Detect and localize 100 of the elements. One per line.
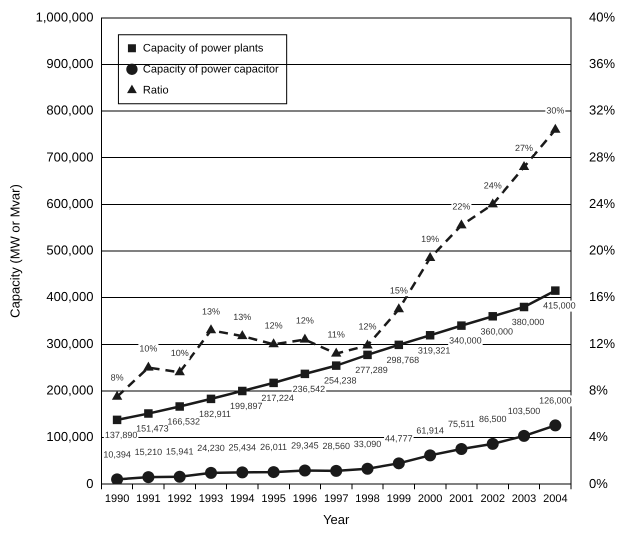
data-label: 340,000: [449, 336, 482, 346]
data-label: 15,210: [134, 447, 162, 458]
point: [111, 473, 124, 484]
point: [237, 330, 248, 340]
x-tick-label: 1993: [198, 492, 224, 505]
x-tick-label: 1998: [355, 492, 380, 505]
data-label: 217,224: [261, 392, 294, 403]
point: [518, 161, 530, 170]
point: [424, 449, 436, 462]
data-label: 236,542: [292, 384, 326, 394]
data-label: 380,000: [512, 316, 544, 327]
point: [457, 321, 466, 330]
point: [175, 402, 184, 411]
x-tick-label: 1992: [167, 492, 192, 505]
data-label: 24%: [484, 180, 502, 190]
data-label: 182,911: [199, 408, 231, 419]
data-label: 199,897: [230, 400, 263, 411]
point: [551, 286, 560, 295]
point: [331, 348, 342, 357]
point: [424, 252, 436, 261]
x-tick-label: 1997: [324, 492, 348, 505]
point: [394, 303, 404, 312]
data-label: 33,090: [354, 438, 382, 449]
point: [174, 470, 186, 483]
x-tick-label: 1994: [230, 492, 255, 505]
point: [206, 394, 216, 404]
x-tick-label: 2000: [418, 492, 442, 505]
data-label: 12%: [264, 320, 283, 330]
x-tick-label: 1999: [386, 492, 412, 505]
x-tick-label: 1995: [261, 492, 286, 505]
point: [520, 302, 528, 312]
data-label: 360,000: [480, 326, 513, 336]
y-tick-label: 400,000: [46, 289, 94, 304]
data-label: 8%: [110, 372, 124, 383]
data-label: 22%: [452, 201, 470, 212]
y2-tick-label: 24%: [588, 196, 616, 211]
y-tick-label: 0: [86, 476, 94, 491]
y-tick-label: 300,000: [46, 336, 94, 351]
point: [330, 464, 342, 477]
y-tick-label: 800,000: [46, 102, 94, 118]
data-label: 254,238: [324, 376, 356, 386]
data-label: 415,000: [543, 300, 576, 311]
legend-label: Capacity of power plants: [142, 42, 264, 54]
y-tick-label: 700,000: [46, 149, 94, 164]
data-label: 25,434: [228, 442, 256, 452]
data-label: 10%: [170, 348, 189, 358]
x-tick-label: 1990: [104, 492, 130, 505]
point: [456, 219, 467, 228]
point: [549, 419, 562, 432]
point: [206, 324, 216, 334]
point: [268, 466, 280, 478]
point: [426, 331, 434, 340]
y-tick-label: 900,000: [46, 56, 94, 72]
point: [455, 442, 468, 455]
y-tick-label: 1,000,000: [36, 9, 94, 24]
point: [204, 466, 217, 479]
x-tick-label: 2002: [480, 492, 505, 505]
y2-tick-label: 32%: [588, 102, 616, 118]
data-label: 15,941: [166, 446, 194, 457]
data-label: 27%: [515, 143, 534, 154]
data-label: 12%: [358, 321, 377, 332]
data-label: 86,500: [478, 414, 506, 424]
data-label: 298,768: [386, 354, 420, 365]
x-tick-label: 2004: [543, 492, 568, 505]
data-label: 10,394: [103, 449, 131, 460]
point: [143, 362, 154, 371]
x-axis-title: Year: [323, 512, 350, 527]
y2-tick-label: 20%: [588, 242, 616, 258]
x-tick-label: 2003: [512, 492, 536, 505]
point: [298, 464, 311, 477]
point: [112, 416, 122, 424]
y2-tick-label: 8%: [588, 382, 608, 398]
point: [518, 430, 530, 442]
data-label: 24,230: [197, 442, 225, 453]
point: [238, 386, 247, 396]
point: [144, 409, 153, 418]
point: [394, 340, 404, 350]
data-label: 28,560: [322, 440, 350, 451]
x-tick-label: 2001: [449, 492, 474, 505]
y2-tick-label: 28%: [588, 149, 616, 164]
point: [112, 390, 122, 400]
data-label: 15%: [390, 285, 408, 296]
point: [392, 457, 405, 470]
y2-tick-label: 12%: [588, 336, 616, 351]
y2-tick-label: 40%: [588, 9, 616, 24]
data-label: 75,511: [448, 418, 475, 429]
y-tick-label: 200,000: [46, 382, 94, 398]
data-label: 11%: [328, 330, 345, 340]
y-axis-title: Capacity (MW or Mvar): [7, 184, 22, 318]
y2-tick-label: 0%: [588, 476, 608, 491]
point: [174, 366, 185, 376]
point: [142, 471, 154, 484]
x-tick-label: 1996: [292, 492, 318, 505]
y-tick-label: 600,000: [46, 196, 94, 211]
point: [300, 334, 310, 343]
point: [488, 312, 497, 321]
y2-tick-label: 4%: [588, 429, 608, 444]
data-label: 137,890: [104, 430, 138, 440]
y-tick-label: 500,000: [46, 242, 94, 258]
point: [269, 378, 278, 388]
